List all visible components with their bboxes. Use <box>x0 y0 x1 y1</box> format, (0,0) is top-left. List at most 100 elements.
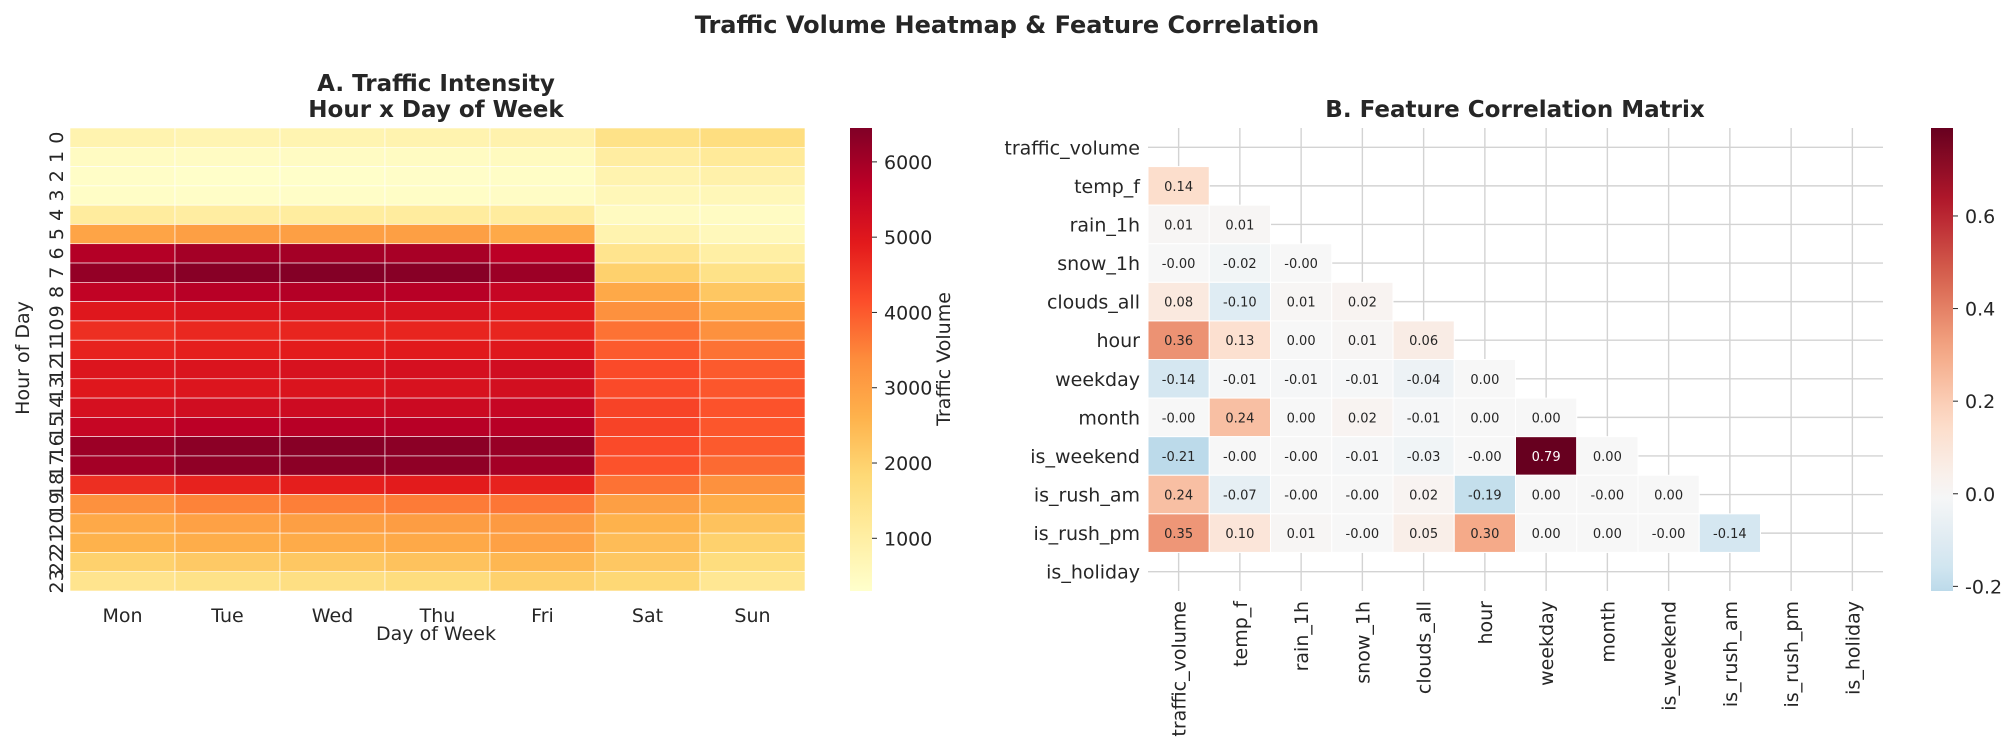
corr-value: 0.00 <box>1532 489 1561 504</box>
heat-cell <box>174 513 281 534</box>
corr-value: -0.00 <box>1284 450 1318 465</box>
x-tick-label: Sat <box>632 605 663 627</box>
heat-cell <box>174 455 281 476</box>
corr-cell <box>1392 513 1455 553</box>
corr-value: 0.14 <box>1164 180 1193 195</box>
corr-value: 0.01 <box>1287 296 1316 311</box>
corr-value: -0.10 <box>1223 296 1257 311</box>
corr-cell <box>1208 359 1271 399</box>
corr-value: -0.03 <box>1407 450 1441 465</box>
heat-cell <box>489 146 596 167</box>
y-tick-label: 14 <box>46 396 68 420</box>
heat-cell <box>69 166 176 187</box>
heat-cell <box>699 417 806 437</box>
heat-cell <box>174 243 281 264</box>
heat-cell <box>279 494 386 515</box>
corr-value: 0.01 <box>1348 334 1377 349</box>
corr-value: 0.02 <box>1409 489 1438 504</box>
heat-cell <box>594 282 701 302</box>
colorbar-tick-label: 0.2 <box>1965 391 1995 413</box>
traffic-heatmap-cells <box>69 127 806 592</box>
corr-cell <box>1270 243 1333 283</box>
heat-cell <box>594 204 701 225</box>
corr-value: 0.00 <box>1593 450 1622 465</box>
heat-cell <box>69 571 176 592</box>
corr-value: 0.00 <box>1287 411 1316 426</box>
corr-value: -0.04 <box>1407 373 1441 388</box>
heat-cell <box>594 339 701 360</box>
heat-cell <box>699 436 806 457</box>
heat-cell <box>279 320 386 341</box>
traffic-heatmap-y-label: Hour of Day <box>12 301 34 415</box>
traffic-heatmap-title-line-2: Hour x Day of Week <box>308 97 564 123</box>
x-tick-label: weekday <box>1536 601 1558 686</box>
heat-cell <box>174 474 281 495</box>
heat-cell <box>699 301 806 322</box>
heat-cell <box>594 243 701 264</box>
heat-cell <box>279 532 386 553</box>
corr-value: 0.36 <box>1164 334 1193 349</box>
y-tick-label: hour <box>1096 330 1140 352</box>
heat-cell <box>489 397 596 418</box>
traffic-heatmap-x-label: Day of Week <box>376 623 496 645</box>
corr-value: 0.01 <box>1287 527 1316 542</box>
heat-cell <box>69 552 176 573</box>
corr-value: -0.01 <box>1346 373 1380 388</box>
heat-cell <box>384 436 491 457</box>
heat-cell <box>174 378 281 399</box>
corr-value: -0.01 <box>1223 373 1257 388</box>
corr-value: -0.19 <box>1468 489 1502 504</box>
heat-cell <box>699 397 806 418</box>
heat-cell <box>594 474 701 495</box>
heat-cell <box>489 494 596 515</box>
heat-cell <box>594 146 701 167</box>
heat-cell <box>69 378 176 399</box>
heat-cell <box>699 224 806 245</box>
corr-value: 0.01 <box>1225 218 1254 233</box>
y-tick-label: month <box>1078 407 1140 429</box>
heat-cell <box>699 474 806 495</box>
corr-cell <box>1208 243 1271 283</box>
heat-cell <box>384 397 491 418</box>
corr-value: -0.21 <box>1162 450 1196 465</box>
y-tick-label: 4 <box>46 209 68 221</box>
traffic-colorbar-label: Traffic Volume <box>933 292 955 427</box>
heat-cell <box>489 436 596 457</box>
heat-cell <box>699 262 806 283</box>
corr-cell <box>1576 513 1639 553</box>
y-tick-label: 18 <box>46 473 68 497</box>
correlation-cells: 0.14 0.01 0.01 -0.00 -0.02 -0.00 0.08 -0.10 0.01… <box>1147 166 1761 553</box>
figure-title: Traffic Volume Heatmap & Feature Correla… <box>695 11 1320 39</box>
heat-cell <box>69 339 176 360</box>
y-tick-label: clouds_all <box>1047 292 1140 314</box>
corr-value: -0.00 <box>1591 489 1625 504</box>
heat-cell <box>174 397 281 418</box>
corr-cell <box>1147 359 1210 399</box>
heat-cell <box>279 571 386 592</box>
heat-cell <box>69 262 176 283</box>
colorbar-tick-label: 4000 <box>884 302 932 324</box>
corr-value: 0.05 <box>1409 527 1438 542</box>
heat-cell <box>174 359 281 380</box>
heat-cell <box>699 532 806 553</box>
heat-cell <box>69 513 176 534</box>
y-tick-label: weekday <box>1055 369 1140 391</box>
x-tick-label: Fri <box>531 605 554 627</box>
heat-cell <box>594 378 701 399</box>
y-tick-label: 17 <box>46 454 68 478</box>
corr-cell <box>1270 281 1333 322</box>
heat-cell <box>174 494 281 515</box>
heat-cell <box>174 204 281 225</box>
heat-cell <box>594 571 701 592</box>
corr-value: -0.01 <box>1407 411 1441 426</box>
colorbar-tick-label: 0.0 <box>1965 484 1995 506</box>
x-tick-label: is_weekend <box>1659 601 1681 711</box>
correlation-colorbar-ticks: -0.2 0.0 0.2 0.4 0.6 <box>1953 206 2002 598</box>
heat-cell <box>384 571 491 592</box>
corr-cell <box>1515 397 1578 438</box>
correlation-x-ticks: traffic_volume temp_f rain_1h snow_1h clouds… <box>1169 600 1865 737</box>
heat-cell <box>384 204 491 225</box>
y-tick-label: 9 <box>46 305 68 317</box>
heat-cell <box>489 282 596 302</box>
